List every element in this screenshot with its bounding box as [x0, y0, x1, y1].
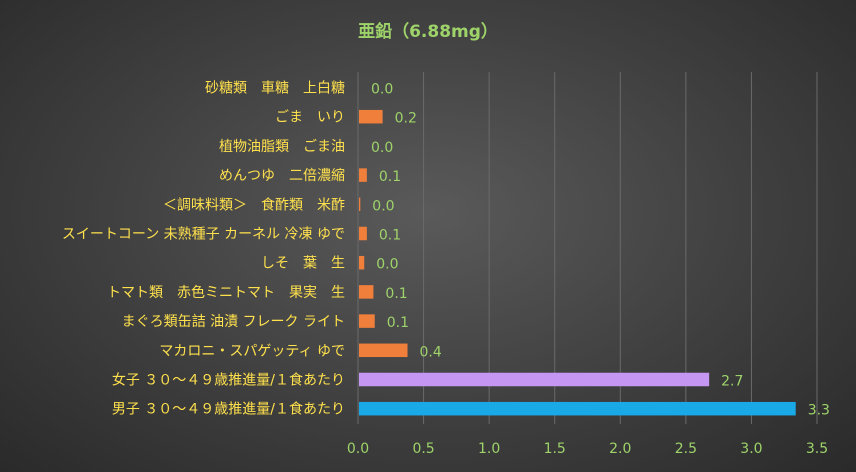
value-label: 0.1 — [379, 228, 401, 244]
x-tick-label: 1.0 — [478, 441, 500, 457]
value-label: 0.0 — [372, 198, 394, 214]
bar — [359, 343, 408, 358]
gridlines — [357, 72, 818, 424]
category-label: トマト類 赤色ミニトマト 果実 生 — [107, 284, 345, 301]
category-label: 砂糖類 車糖 上白糖 — [205, 80, 345, 97]
bar — [359, 226, 367, 241]
value-label: 0.1 — [387, 315, 409, 331]
category-label: まぐろ類缶詰 油漬 フレーク ライト — [122, 314, 345, 330]
bars — [359, 109, 796, 416]
value-label: 0.1 — [379, 169, 401, 185]
x-axis-tick-labels: 0.0 0.5 1.0 1.5 2.0 2.5 3.0 3.5 — [347, 441, 828, 457]
value-label: 0.2 — [395, 111, 417, 127]
x-tick-label: 2.5 — [675, 441, 697, 457]
bar — [359, 255, 365, 270]
category-label: 女子 ３０～４９歳推進量/１食あたり — [112, 372, 345, 389]
bar — [359, 109, 383, 124]
bar — [359, 197, 361, 212]
value-label: 0.0 — [376, 257, 398, 273]
value-label: 0.1 — [385, 286, 407, 302]
value-label: 3.3 — [808, 403, 830, 419]
category-label: 植物油脂類 ごま油 — [219, 139, 345, 155]
bar — [359, 285, 374, 299]
category-label: めんつゆ 二倍濃縮 — [219, 168, 345, 184]
x-tick-label: 0.5 — [412, 441, 434, 457]
x-tick-label: 3.5 — [806, 441, 828, 457]
x-tick-label: 1.5 — [544, 441, 566, 457]
value-label: 0.4 — [420, 344, 442, 360]
value-label: 0.0 — [371, 140, 393, 156]
chart-title: 亜鉛（6.88mg） — [358, 21, 498, 42]
x-tick-label: 3.0 — [740, 441, 762, 457]
category-label: マカロニ・スパゲッティ ゆで — [159, 343, 345, 359]
category-label: ＜調味料類＞ 食酢類 米酢 — [163, 196, 345, 213]
value-labels: 0.00.20.00.10.00.10.00.10.10.42.73.3 — [371, 82, 830, 419]
bar — [359, 401, 796, 416]
category-label: ごま いり — [275, 110, 345, 126]
category-label: しそ 葉 生 — [261, 256, 345, 272]
x-tick-label: 0.0 — [347, 441, 369, 457]
bar — [359, 314, 375, 328]
x-tick-label: 2.0 — [609, 441, 631, 457]
category-label: スイートコーン 未熟種子 カーネル 冷凍 ゆで — [62, 227, 345, 243]
category-label: 男子 ３０～４９歳推進量/１食あたり — [112, 401, 345, 418]
bar — [359, 372, 710, 387]
value-label: 0.0 — [371, 82, 393, 98]
value-label: 2.7 — [721, 374, 743, 390]
bar — [359, 168, 367, 182]
